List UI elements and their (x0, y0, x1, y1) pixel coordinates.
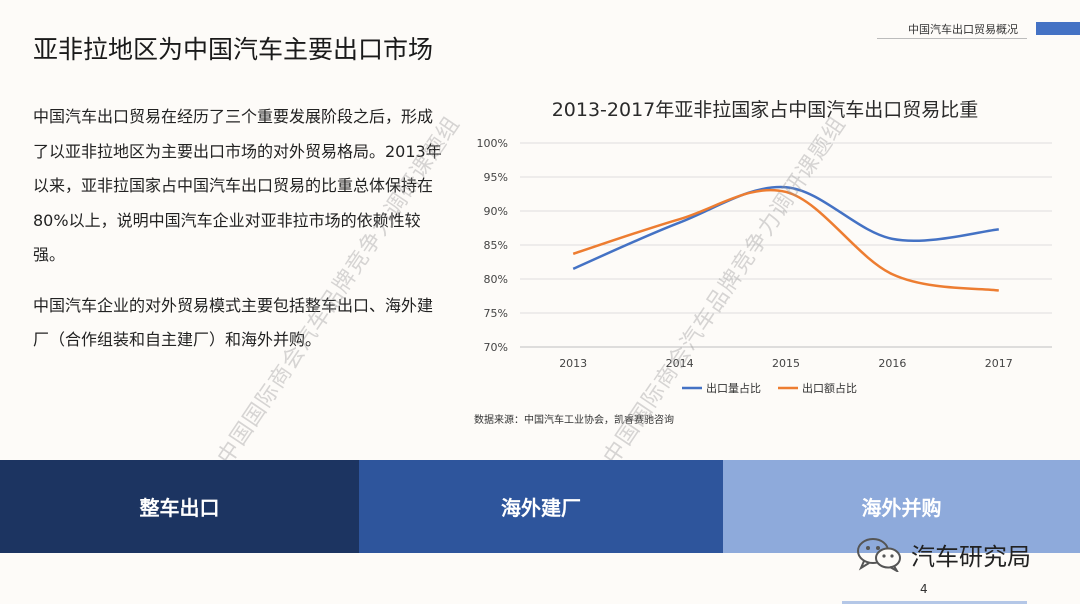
header-accent-bar (1036, 22, 1080, 35)
band-label: 海外建厂 (501, 496, 581, 520)
line-chart: 70% 75% 80% 85% 90% 95% 100% 2013 2014 2015 2016 20… (477, 137, 1052, 395)
chart-title: 2013-2017年亚非拉国家占中国汽车出口贸易比重 (551, 99, 979, 121)
x-tick-label: 2015 (772, 357, 800, 370)
x-tick-label: 2016 (878, 357, 906, 370)
y-tick-label: 80% (484, 273, 508, 286)
brand-badge: 汽车研究局 (855, 536, 1031, 572)
wechat-icon (857, 538, 901, 572)
band-overseas-plant: 海外建厂 (359, 460, 723, 553)
x-tick-label: 2013 (559, 357, 587, 370)
body-text: 中国汽车出口贸易在经历了三个重要发展阶段之后，形成了以亚非拉地区为主要出口市场的… (33, 100, 443, 358)
band-overseas-acquisition: 海外并购 (723, 460, 1080, 553)
header-divider (877, 38, 1027, 39)
page-number: 4 (920, 582, 928, 596)
source-note: 数据来源：中国汽车工业协会，凯睿赛驰咨询 (474, 415, 674, 426)
legend-label: 出口额占比 (802, 381, 857, 395)
paragraph-1: 中国汽车出口贸易在经历了三个重要发展阶段之后，形成了以亚非拉地区为主要出口市场的… (33, 107, 442, 264)
section-label: 中国汽车出口贸易概况 (908, 23, 1018, 36)
brand-name: 汽车研究局 (911, 542, 1031, 571)
series-line-2 (572, 188, 999, 292)
y-tick-label: 70% (484, 341, 508, 354)
footer-divider (842, 601, 1027, 604)
x-tick-label: 2014 (666, 357, 694, 370)
y-tick-label: 90% (484, 205, 508, 218)
y-tick-label: 95% (484, 171, 508, 184)
legend-label: 出口量占比 (706, 381, 761, 395)
series-line-1 (572, 185, 999, 270)
paragraph-2: 中国汽车企业的对外贸易模式主要包括整车出口、海外建厂（合作组装和自主建厂）和海外… (33, 295, 434, 350)
y-tick-label: 100% (477, 137, 508, 150)
band-complete-vehicle-export: 整车出口 (0, 460, 359, 553)
y-tick-label: 75% (484, 307, 508, 320)
y-tick-label: 85% (484, 239, 508, 252)
x-tick-label: 2017 (985, 357, 1013, 370)
page-title: 亚非拉地区为中国汽车主要出口市场 (33, 35, 434, 64)
band-label: 整车出口 (139, 496, 220, 520)
band-label: 海外并购 (861, 496, 942, 520)
